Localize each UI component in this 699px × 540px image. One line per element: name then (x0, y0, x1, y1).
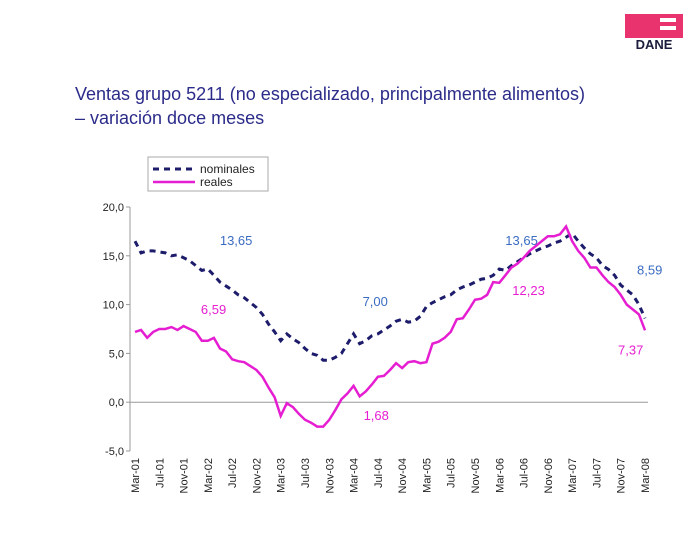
logo-stripe (660, 26, 676, 30)
x-tick-label: Mar-01 (130, 458, 142, 493)
data-label: 7,00 (363, 294, 388, 309)
data-label: 1,68 (364, 408, 389, 423)
y-tick-label: 0,0 (109, 397, 124, 409)
y-tick-label: 15,0 (103, 251, 124, 263)
data-label: 6,59 (201, 302, 226, 317)
x-tick-label: Mar-08 (640, 458, 652, 493)
data-label: 13,65 (220, 233, 253, 248)
legend-label: reales (200, 175, 233, 189)
logo: DANE (625, 14, 683, 52)
x-tick-label: Nov-02 (251, 458, 263, 493)
x-tick-label: Nov-06 (543, 458, 555, 493)
legend-box (147, 156, 269, 192)
x-tick-label: Jul-07 (591, 458, 603, 488)
chart-subtitle: – variación doce meses (75, 108, 264, 128)
x-tick-label: Jul-06 (519, 458, 531, 488)
x-tick-label: Nov-04 (397, 458, 409, 493)
data-label: 8,59 (637, 262, 662, 277)
series-line (134, 224, 647, 428)
data-label: 7,37 (618, 342, 643, 357)
y-tick-label: 10,0 (103, 300, 124, 312)
x-tick-label: Jul-05 (446, 458, 458, 488)
y-tick-label: -5,0 (105, 446, 124, 458)
x-tick-label: Jul-04 (373, 458, 385, 488)
x-tick-label: Nov-05 (470, 458, 482, 493)
y-tick-label: 5,0 (109, 348, 124, 360)
x-tick-label: Mar-07 (567, 458, 579, 493)
x-tick-label: Jul-03 (300, 458, 312, 488)
x-tick-label: Nov-07 (616, 458, 628, 493)
logo-stripe (660, 18, 676, 22)
series-line (133, 231, 647, 362)
legend-label: nominales (200, 162, 255, 176)
x-tick-label: Mar-04 (349, 458, 361, 493)
y-tick-label: 20,0 (103, 202, 124, 214)
x-tick-label: Nov-01 (179, 458, 191, 493)
x-tick-label: Jul-01 (154, 458, 166, 488)
data-label: 13,65 (505, 233, 538, 248)
x-tick-label: Mar-06 (494, 458, 506, 493)
chart-title: Ventas grupo 5211 (no especializado, pri… (75, 84, 585, 104)
x-tick-label: Mar-03 (276, 458, 288, 493)
x-tick-label: Jul-02 (227, 458, 239, 488)
data-label: 12,23 (512, 283, 545, 298)
x-tick-label: Nov-03 (324, 458, 336, 493)
x-tick-label: Mar-02 (203, 458, 215, 493)
x-tick-label: Mar-05 (421, 458, 433, 493)
logo-text: DANE (636, 37, 673, 52)
